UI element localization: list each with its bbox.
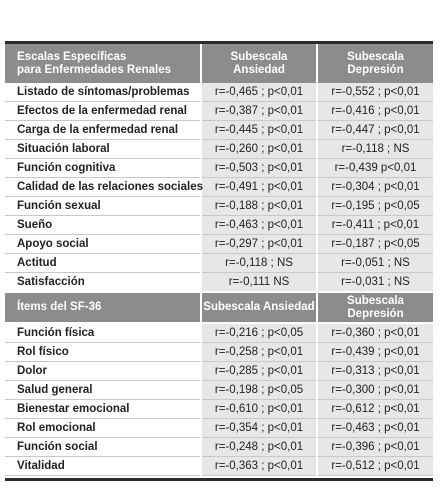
depression-value: r=-0,304 ; p<0,01 xyxy=(316,177,433,197)
table-row: Función cognitiva r=-0,503 ; p<0,01 r=-0… xyxy=(5,158,433,178)
row-label: Dolor xyxy=(5,361,201,381)
depression-value: r=-0,300 ; p<0,01 xyxy=(316,380,433,400)
anxiety-value: r=-0,465 ; p<0,01 xyxy=(200,83,317,102)
depression-value: r=-0,552 ; p<0,01 xyxy=(316,83,433,102)
anxiety-value: r=-0,198 ; p<0,05 xyxy=(200,380,317,400)
row-label: Carga de la enfermedad renal xyxy=(5,120,201,140)
row-label: Función física xyxy=(5,323,201,343)
table-row: Vitalidad r=-0,363 ; p<0,01 r=-0,512 ; p… xyxy=(5,456,433,476)
anxiety-value: r=-0,248 ; p<0,01 xyxy=(200,437,317,457)
row-label: Listado de síntomas/problemas xyxy=(5,83,201,102)
depression-value: r=-0,051 ; NS xyxy=(316,253,433,273)
anxiety-value: r=-0,491 ; p<0,01 xyxy=(200,177,317,197)
correlation-table: Escalas Específicas para Enfermedades Re… xyxy=(5,44,433,476)
row-label: Sueño xyxy=(5,215,201,235)
depression-value: r=-0,447 ; p<0,01 xyxy=(316,120,433,140)
table-row: Rol físico r=-0,258 ; p<0,01 r=-0,439 ; … xyxy=(5,342,433,362)
table-row: Apoyo social r=-0,297 ; p<0,01 r=-0,187 … xyxy=(5,234,433,254)
depression-value: r=-0,463 ; p<0,01 xyxy=(316,418,433,438)
top-rule xyxy=(5,41,433,44)
anxiety-value: r=-0,285 ; p<0,01 xyxy=(200,361,317,381)
header-depression-line1: Subescala xyxy=(347,50,404,63)
anxiety-value: r=-0,363 ; p<0,01 xyxy=(200,456,317,476)
table-row: Carga de la enfermedad renal r=-0,445 ; … xyxy=(5,120,433,140)
table-row: Situación laboral r=-0,260 ; p<0,01 r=-0… xyxy=(5,139,433,159)
anxiety-value: r=-0,387 ; p<0,01 xyxy=(200,101,317,121)
header-anxiety-line2: Ansiedad xyxy=(233,63,285,76)
depression-value: r=-0,416 ; p<0,01 xyxy=(316,101,433,121)
anxiety-value: r=-0,258 ; p<0,01 xyxy=(200,342,317,362)
anxiety-value: r=-0,118 ; NS xyxy=(200,253,317,273)
row-label: Función social xyxy=(5,437,201,457)
depression-value: r=-0,512 ; p<0,01 xyxy=(316,456,433,476)
table-row: Satisfacción r=-0,111 NS r=-0,031 ; NS xyxy=(5,272,433,293)
header-scales-line1: Escalas Específicas xyxy=(17,50,127,63)
depression-value: r=-0,360 ; p<0,01 xyxy=(316,323,433,343)
bottom-rule xyxy=(5,478,433,481)
depression-value: r=-0,313 ; p<0,01 xyxy=(316,361,433,381)
depression-value: r=-0,439 p<0,01 xyxy=(316,158,433,178)
header-scales: Escalas Específicas para Enfermedades Re… xyxy=(5,44,201,83)
sf36-header-items: Ítems del SF-36 xyxy=(5,291,201,324)
table-row: Actitud r=-0,118 ; NS r=-0,051 ; NS xyxy=(5,253,433,273)
table-row: Salud general r=-0,198 ; p<0,05 r=-0,300… xyxy=(5,380,433,400)
table-row: Dolor r=-0,285 ; p<0,01 r=-0,313 ; p<0,0… xyxy=(5,361,433,381)
row-label: Situación laboral xyxy=(5,139,201,159)
anxiety-value: r=-0,297 ; p<0,01 xyxy=(200,234,317,254)
row-label: Actitud xyxy=(5,253,201,273)
row-label: Rol emocional xyxy=(5,418,201,438)
anxiety-value: r=-0,354 ; p<0,01 xyxy=(200,418,317,438)
depression-value: r=-0,195 ; p<0,05 xyxy=(316,196,433,216)
table-row: Función social r=-0,248 ; p<0,01 r=-0,39… xyxy=(5,437,433,457)
row-label: Apoyo social xyxy=(5,234,201,254)
row-label: Función sexual xyxy=(5,196,201,216)
anxiety-value: r=-0,463 ; p<0,01 xyxy=(200,215,317,235)
depression-value: r=-0,411 ; p<0,01 xyxy=(316,215,433,235)
anxiety-value: r=-0,503 ; p<0,01 xyxy=(200,158,317,178)
anxiety-value: r=-0,111 NS xyxy=(200,272,317,293)
table-row: Bienestar emocional r=-0,610 ; p<0,01 r=… xyxy=(5,399,433,419)
depression-value: r=-0,439 ; p<0,01 xyxy=(316,342,433,362)
sf36-header-row: Ítems del SF-36 Subescala Ansiedad Subes… xyxy=(5,291,433,324)
row-label: Bienestar emocional xyxy=(5,399,201,419)
depression-value: r=-0,612 ; p<0,01 xyxy=(316,399,433,419)
table-row: Listado de síntomas/problemas r=-0,465 ;… xyxy=(5,83,433,102)
depression-value: r=-0,031 ; NS xyxy=(316,272,433,293)
table-row: Sueño r=-0,463 ; p<0,01 r=-0,411 ; p<0,0… xyxy=(5,215,433,235)
table-row: Función sexual r=-0,188 ; p<0,01 r=-0,19… xyxy=(5,196,433,216)
sf36-header-depression: Subescala Depresión xyxy=(316,291,433,324)
table-row: Rol emocional r=-0,354 ; p<0,01 r=-0,463… xyxy=(5,418,433,438)
anxiety-value: r=-0,216 ; p<0,05 xyxy=(200,323,317,343)
header-depression-line2: Depresión xyxy=(347,63,404,76)
row-label: Rol físico xyxy=(5,342,201,362)
header-anxiety: Subescala Ansiedad xyxy=(200,44,317,83)
table-header-row: Escalas Específicas para Enfermedades Re… xyxy=(5,44,433,83)
row-label: Función cognitiva xyxy=(5,158,201,178)
header-scales-line2: para Enfermedades Renales xyxy=(17,63,172,76)
row-label: Salud general xyxy=(5,380,201,400)
table-row: Calidad de las relaciones sociales r=-0,… xyxy=(5,177,433,197)
row-label: Calidad de las relaciones sociales xyxy=(5,177,203,197)
row-label: Satisfacción xyxy=(5,272,201,293)
row-label: Vitalidad xyxy=(5,456,201,476)
row-label: Efectos de la enfermedad renal xyxy=(5,101,201,121)
anxiety-value: r=-0,445 ; p<0,01 xyxy=(200,120,317,140)
table-row: Efectos de la enfermedad renal r=-0,387 … xyxy=(5,101,433,121)
sf36-header-anxiety: Subescala Ansiedad xyxy=(200,291,317,324)
header-anxiety-line1: Subescala xyxy=(230,50,288,63)
depression-value: r=-0,187 ; p<0,05 xyxy=(316,234,433,254)
correlation-table-container: Escalas Específicas para Enfermedades Re… xyxy=(5,41,433,481)
anxiety-value: r=-0,610 ; p<0,01 xyxy=(200,399,317,419)
depression-value: r=-0,396 ; p<0,01 xyxy=(316,437,433,457)
depression-value: r=-0,118 ; NS xyxy=(316,139,433,159)
table-row: Función física r=-0,216 ; p<0,05 r=-0,36… xyxy=(5,323,433,343)
anxiety-value: r=-0,188 ; p<0,01 xyxy=(200,196,317,216)
header-depression: Subescala Depresión xyxy=(316,44,433,83)
anxiety-value: r=-0,260 ; p<0,01 xyxy=(200,139,317,159)
